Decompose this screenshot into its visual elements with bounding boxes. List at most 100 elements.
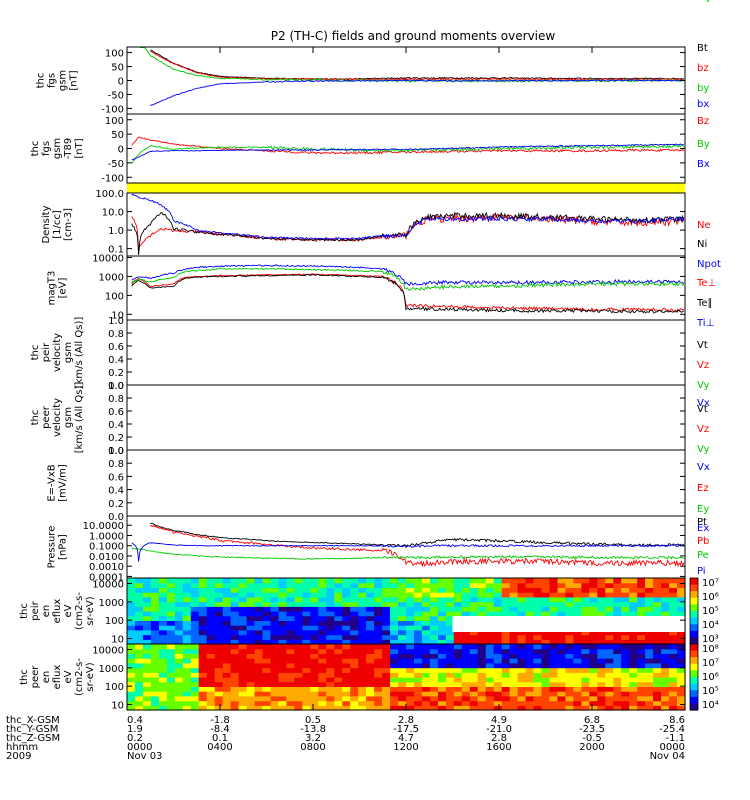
heatmap-cell	[565, 653, 574, 659]
heatmap-cell	[414, 587, 423, 593]
heatmap-cell	[142, 681, 152, 687]
heatmap-cell	[573, 681, 582, 687]
heatmap-cell	[310, 677, 319, 683]
heatmap-cell	[358, 644, 367, 650]
heatmap-cell	[142, 644, 152, 650]
heatmap-cell	[509, 629, 519, 636]
heatmap-cell	[390, 658, 399, 664]
heatmap-cell	[142, 639, 152, 645]
heatmap-cell	[653, 662, 662, 669]
heatmap-cell	[150, 634, 160, 640]
heatmap-cell	[621, 634, 630, 640]
heatmap-cell	[477, 705, 487, 711]
heatmap-cell	[621, 639, 630, 645]
heatmap-cell	[565, 700, 574, 706]
heatmap-cell	[429, 681, 439, 687]
heatmap-cell	[334, 582, 343, 588]
heatmap-cell	[382, 606, 391, 612]
y-tick-label: -50	[108, 159, 124, 170]
legend-Ne: Ne	[697, 220, 711, 231]
heatmap-cell	[326, 639, 335, 645]
heatmap-cell	[398, 691, 407, 697]
heatmap-cell	[605, 596, 614, 603]
heatmap-cell	[485, 606, 495, 612]
heatmap-cell	[429, 662, 439, 669]
heatmap-cell	[645, 611, 654, 617]
heatmap-cell	[445, 681, 455, 687]
heatmap-cell	[326, 601, 335, 607]
heatmap-cell	[326, 578, 335, 584]
heatmap-cell	[605, 695, 614, 702]
heatmap-cell	[206, 639, 216, 645]
heatmap-cell	[142, 662, 152, 669]
heatmap-cell	[222, 587, 232, 593]
heatmap-cell	[174, 625, 184, 631]
heatmap-cell	[270, 634, 280, 640]
heatmap-cell	[421, 620, 431, 626]
heatmap-cell	[406, 639, 415, 645]
heatmap-cell	[278, 615, 288, 621]
heatmap-cell	[637, 667, 646, 673]
heatmap-cell	[214, 695, 224, 702]
heatmap-cell	[294, 601, 303, 607]
heatmap-cell	[358, 601, 367, 607]
heatmap-cell	[358, 615, 367, 621]
heatmap-cell	[214, 672, 224, 678]
heatmap-cell	[334, 658, 343, 664]
heatmap-cell	[677, 700, 686, 706]
series-Ti∥-line	[131, 267, 685, 292]
heatmap-cell	[174, 587, 184, 593]
heatmap-cell	[605, 578, 614, 584]
heatmap-cell	[565, 667, 574, 673]
heatmap-cell	[533, 705, 543, 711]
heatmap-cell	[326, 677, 335, 683]
heatmap-cell	[222, 686, 232, 692]
heatmap-cell	[669, 587, 678, 593]
heatmap-cell	[374, 587, 383, 593]
colorbar-step	[690, 586, 698, 590]
heatmap-cell	[629, 705, 638, 711]
heatmap-cell	[150, 653, 160, 659]
heatmap-cell	[453, 658, 463, 664]
heatmap-cell	[174, 658, 184, 664]
heatmap-cell	[174, 691, 184, 697]
heatmap-cell	[342, 592, 351, 598]
heatmap-cell	[398, 582, 407, 588]
y-tick-label: 50	[111, 130, 124, 141]
heatmap-cell	[613, 648, 622, 654]
heatmap-cell	[565, 596, 574, 603]
heatmap-cell	[278, 606, 288, 612]
heatmap-cell	[573, 629, 582, 636]
heatmap-cell	[166, 611, 176, 617]
heatmap-cell	[334, 686, 343, 692]
colorbar-step	[690, 611, 698, 614]
heatmap-cell	[142, 620, 152, 626]
heatmap-cell	[581, 662, 590, 669]
heatmap-cell	[613, 629, 622, 636]
heatmap-cell	[214, 606, 224, 612]
heatmap-cell	[127, 677, 136, 683]
heatmap-cell	[342, 639, 351, 645]
heatmap-cell	[310, 644, 319, 650]
heatmap-cell	[445, 582, 455, 588]
heatmap-cell	[150, 587, 160, 593]
colorbar-step	[690, 606, 698, 610]
heatmap-cell	[469, 662, 479, 669]
heatmap-cell	[613, 634, 622, 640]
heatmap-cell	[629, 686, 638, 692]
heatmap-cell	[294, 653, 303, 659]
heatmap-cell	[677, 695, 686, 702]
heatmap-cell	[278, 672, 288, 678]
heatmap-cell	[525, 639, 535, 645]
heatmap-cell	[318, 644, 327, 650]
colorbar-step	[690, 699, 698, 702]
heatmap-cell	[429, 700, 439, 706]
heatmap-cell	[621, 667, 630, 673]
legend-bx: bx	[697, 99, 709, 110]
heatmap-cell	[677, 667, 686, 673]
heatmap-cell	[206, 592, 216, 598]
heatmap-cell	[637, 686, 646, 692]
heatmap-cell	[174, 686, 184, 692]
colorbar-step	[690, 597, 698, 601]
